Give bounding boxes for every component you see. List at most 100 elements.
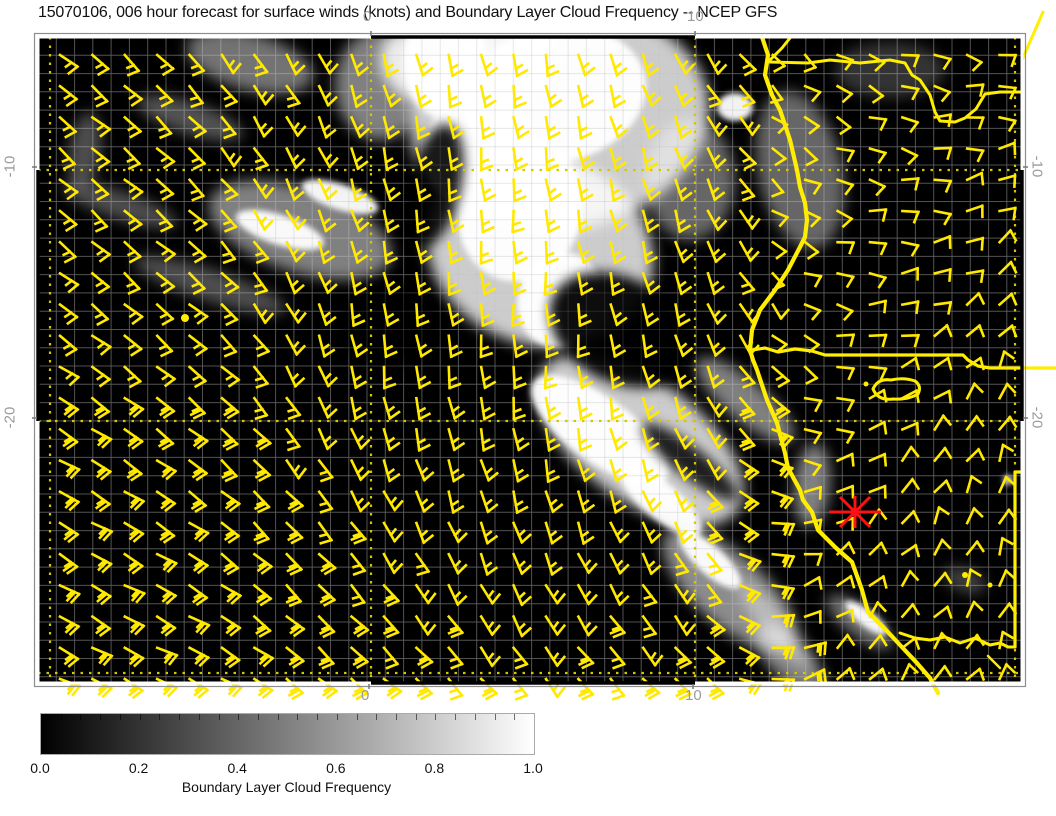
- wind-barb: [122, 84, 144, 108]
- wind-barb: [252, 677, 274, 700]
- wind-barb: [641, 614, 658, 639]
- wind-barb: [738, 271, 756, 296]
- wind-barb: [609, 302, 628, 327]
- wind-barb: [544, 115, 561, 140]
- wind-barb: [90, 396, 111, 420]
- wind-barb: [382, 334, 398, 359]
- colorbar-tick-label: 0.8: [424, 760, 445, 776]
- wind-barb: [771, 490, 795, 510]
- wind-barb: [738, 53, 758, 77]
- degree-graticule: [38, 37, 1022, 683]
- wind-barb: [220, 583, 243, 605]
- wind-barb: [771, 209, 790, 228]
- wind-barb: [252, 333, 271, 358]
- wind-barb: [382, 115, 401, 140]
- wind-barb: [609, 365, 625, 390]
- wind-barb: [738, 84, 756, 108]
- wind-barb: [835, 302, 855, 322]
- wind-barb: [836, 333, 856, 348]
- wind-barb: [965, 382, 985, 400]
- wind-barb: [609, 334, 627, 359]
- wind-barb: [285, 178, 305, 202]
- wind-barb: [479, 583, 502, 606]
- wind-barb: [965, 116, 985, 130]
- wind-barb: [673, 552, 690, 577]
- wind-barb: [90, 177, 110, 202]
- wind-barb: [284, 583, 303, 608]
- wind-barb: [576, 490, 596, 514]
- wind-barb: [512, 53, 529, 78]
- wind-barb: [349, 521, 368, 545]
- wind-barb: [123, 396, 145, 419]
- wind-barb: [576, 427, 593, 453]
- colorbar-minor-tick: [238, 714, 240, 720]
- wind-barb: [901, 209, 921, 224]
- wind-barb: [447, 459, 465, 483]
- wind-barb: [285, 53, 306, 76]
- wind-barb: [738, 334, 760, 356]
- wind-barb: [576, 240, 595, 265]
- wind-barb: [738, 521, 760, 544]
- wind-barb: [868, 84, 885, 104]
- colorbar-minor-tick: [494, 714, 496, 720]
- wind-barb: [317, 521, 334, 545]
- wind-barb: [641, 552, 662, 576]
- wind-barb: [511, 645, 529, 670]
- wind-barb: [122, 177, 144, 201]
- wind-barb: [317, 240, 336, 265]
- wind-barb: [187, 583, 209, 607]
- wind-barb: [770, 177, 785, 198]
- wind-barb: [382, 614, 400, 639]
- wind-barb: [900, 266, 920, 281]
- wind-barb: [835, 633, 856, 650]
- colorbar-minor-tick: [455, 714, 457, 720]
- wind-barb: [543, 272, 558, 297]
- wind-barb: [835, 540, 856, 557]
- wind-barb: [58, 115, 78, 139]
- wind-barb: [803, 84, 822, 103]
- wind-barb: [90, 458, 113, 481]
- wind-barb: [479, 53, 499, 77]
- colorbar-minor-tick: [435, 714, 437, 720]
- wind-barb: [998, 174, 1017, 188]
- wind-barb: [770, 365, 791, 389]
- wind-barb: [836, 365, 856, 381]
- wind-barb: [576, 645, 595, 670]
- wind-barb: [220, 302, 239, 327]
- wind-barb: [382, 209, 400, 234]
- wind-barb: [382, 178, 402, 202]
- wind-barb: [350, 303, 366, 328]
- frame-shadow: [33, 32, 1027, 688]
- wind-barb: [932, 664, 953, 681]
- wind-barb: [252, 178, 275, 200]
- colorbar-minor-tick: [356, 714, 358, 720]
- wind-barb: [187, 209, 208, 232]
- colorbar-minor-tick: [277, 714, 279, 720]
- wind-barb: [285, 334, 307, 357]
- wind-barb: [771, 552, 796, 569]
- wind-barb: [933, 300, 953, 315]
- wind-barb: [965, 269, 985, 284]
- wind-barb: [933, 413, 953, 432]
- wind-barb: [706, 240, 727, 264]
- wind-barb: [641, 459, 660, 483]
- wind-barb: [479, 209, 495, 234]
- wind-barb: [997, 292, 1018, 307]
- wind-barb: [738, 365, 756, 389]
- wind-barb: [90, 646, 114, 667]
- wind-barb: [155, 177, 175, 202]
- wind-barb: [414, 396, 432, 421]
- colorbar-minor-tick: [336, 714, 338, 720]
- wind-barb: [220, 614, 242, 637]
- wind-barb: [349, 209, 370, 233]
- wind-barb: [900, 176, 920, 191]
- wind-barb: [414, 84, 433, 109]
- wind-barb: [933, 178, 953, 194]
- wind-barb: [122, 333, 143, 357]
- wind-barb: [803, 552, 823, 567]
- axis-tick-label-right: -20: [1028, 406, 1046, 429]
- wind-barb: [317, 271, 338, 295]
- wind-barb: [317, 365, 339, 388]
- axis-tick-label-right: -10: [1028, 155, 1046, 178]
- wind-barb: [673, 84, 694, 108]
